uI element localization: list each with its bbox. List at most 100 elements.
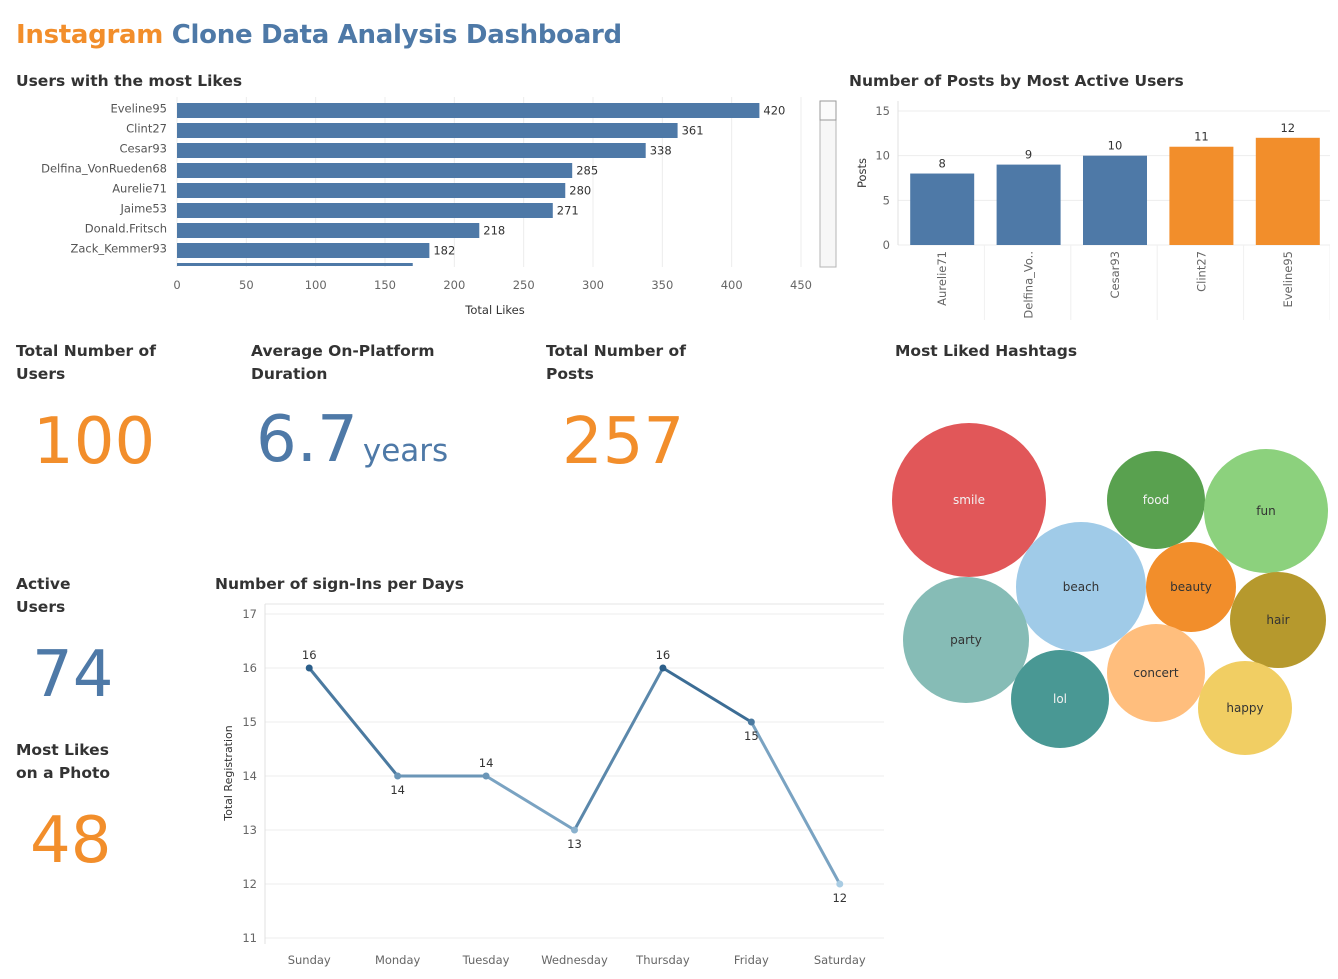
hashtag-bubble	[1146, 542, 1236, 632]
likes-x-tick: 50	[239, 278, 254, 292]
posts-y-tick: 5	[883, 193, 890, 207]
likes-bar-value: 182	[433, 244, 455, 258]
signins-point	[747, 718, 755, 726]
title-brand: Instagram	[16, 20, 164, 50]
likes-bar-clipped	[177, 263, 413, 266]
signins-point	[482, 772, 490, 780]
hashtag-label: party	[950, 633, 982, 647]
likes-bar	[177, 163, 573, 178]
hashtag-label: smile	[953, 493, 985, 507]
likes-bar	[177, 123, 678, 138]
posts-bar	[1169, 146, 1234, 245]
kpi-total-users-label: Total Number of Users	[16, 342, 156, 383]
signins-point	[659, 664, 667, 672]
hashtag-label: food	[1143, 493, 1170, 507]
likes-x-tick: 450	[790, 278, 812, 292]
posts-chart-title: Number of Posts by Most Active Users	[849, 72, 1184, 90]
signins-y-tick: 11	[242, 931, 257, 945]
signins-x-tick: Tuesday	[462, 953, 510, 967]
likes-x-tick: 250	[513, 278, 535, 292]
signins-data-label: 12	[832, 891, 847, 905]
hashtag-label: fun	[1256, 504, 1275, 518]
hashtag-bubble	[1107, 451, 1205, 549]
kpi-active-users-value: 74	[32, 638, 114, 712]
signins-point	[571, 826, 578, 834]
signins-point	[305, 664, 313, 672]
posts-category-label: Cesar93	[1108, 251, 1122, 299]
likes-x-tick: 400	[721, 278, 743, 292]
hashtag-bubble	[1016, 522, 1146, 652]
hashtag-bubble	[1198, 661, 1292, 755]
kpi-avg-duration-value: 6.7 years	[256, 408, 448, 472]
likes-bar-value: 361	[682, 124, 704, 138]
likes-category-label: Zack_Kemmer93	[70, 242, 167, 256]
likes-bar	[177, 103, 760, 118]
likes-bar-value: 338	[650, 144, 672, 158]
title-rest: Clone Data Analysis Dashboard	[171, 20, 622, 50]
likes-scrollbar[interactable]	[819, 100, 837, 268]
likes-x-axis-title: Total Likes	[464, 303, 524, 317]
kpi-most-likes-label: Most Likes on a Photo	[16, 741, 111, 782]
signins-x-tick: Thursday	[635, 953, 690, 967]
hashtag-bubble	[1230, 572, 1326, 668]
signins-y-tick: 13	[242, 823, 257, 837]
signins-data-label: 13	[567, 837, 582, 851]
posts-bar	[1083, 155, 1147, 245]
likes-bar	[177, 183, 566, 198]
signins-x-tick: Friday	[734, 953, 769, 967]
likes-scrollbar-thumb[interactable]	[819, 100, 837, 121]
signins-y-tick: 12	[242, 877, 257, 891]
hashtags-bubble-chart: smile food fun beach beauty party hair concert l…	[892, 423, 1328, 755]
hashtag-label: hair	[1266, 613, 1289, 627]
posts-category-label: Eveline95	[1281, 251, 1295, 308]
posts-y-axis-title: Posts	[855, 158, 869, 188]
signins-x-tick: Monday	[375, 953, 421, 967]
signins-x-tick: Saturday	[814, 953, 866, 967]
signins-x-tick: Sunday	[288, 953, 331, 967]
kpi-total-posts-label: Total Number of Posts	[546, 342, 686, 383]
likes-x-tick: 100	[305, 278, 327, 292]
avg-duration-unit: years	[362, 433, 449, 469]
signins-line-segment	[661, 666, 753, 724]
likes-chart-title: Users with the most Likes	[16, 72, 243, 90]
hashtag-label: lol	[1053, 692, 1067, 706]
likes-bar-value: 218	[483, 224, 505, 238]
likes-bar-value: 280	[569, 184, 591, 198]
likes-x-tick: 200	[443, 278, 465, 292]
signins-line-segment	[307, 666, 400, 778]
signins-data-label: 14	[479, 756, 494, 770]
hashtag-label: beach	[1063, 580, 1100, 594]
signins-point	[394, 772, 402, 780]
signins-y-axis-title: Total Registration	[222, 725, 235, 822]
posts-category-label: Delfina_Vo..	[1022, 251, 1036, 319]
likes-category-label: Aurelie71	[112, 182, 167, 196]
posts-y-tick: 15	[875, 104, 890, 118]
kpi-avg-duration-label: Average On-Platform Duration	[251, 342, 435, 383]
posts-bar	[910, 173, 975, 245]
hashtag-label: concert	[1133, 666, 1178, 680]
signins-x-tick: Wednesday	[541, 953, 608, 967]
hashtag-bubble	[892, 423, 1046, 577]
dashboard-title: Instagram Clone Data Analysis Dashboard	[16, 20, 622, 50]
signins-data-label: 14	[390, 783, 405, 797]
posts-y-tick: 0	[883, 238, 890, 252]
likes-x-tick: 300	[582, 278, 604, 292]
avg-duration-number: 6.7	[256, 403, 358, 477]
likes-bar-chart: Eveline95 420 Clint27 361 Cesar93 338 Delfina_…	[41, 97, 837, 317]
likes-bar	[177, 143, 646, 158]
signins-point	[836, 880, 844, 888]
kpi-active-users-label: Active Users	[16, 575, 71, 616]
likes-bar-value: 271	[557, 204, 579, 218]
posts-bar-value: 11	[1194, 130, 1209, 144]
posts-bar-value: 8	[939, 157, 946, 171]
kpi-total-posts-value: 257	[562, 405, 685, 479]
signins-data-label: 16	[656, 648, 671, 662]
posts-bar-value: 12	[1280, 121, 1295, 135]
signins-line-segment	[749, 720, 842, 886]
posts-bar	[1255, 137, 1320, 245]
posts-y-tick: 10	[875, 149, 890, 163]
signins-line-segment	[484, 774, 576, 832]
posts-bar-value: 9	[1025, 148, 1032, 162]
likes-category-label: Jaime53	[119, 202, 167, 216]
likes-bar-value: 420	[763, 104, 785, 118]
